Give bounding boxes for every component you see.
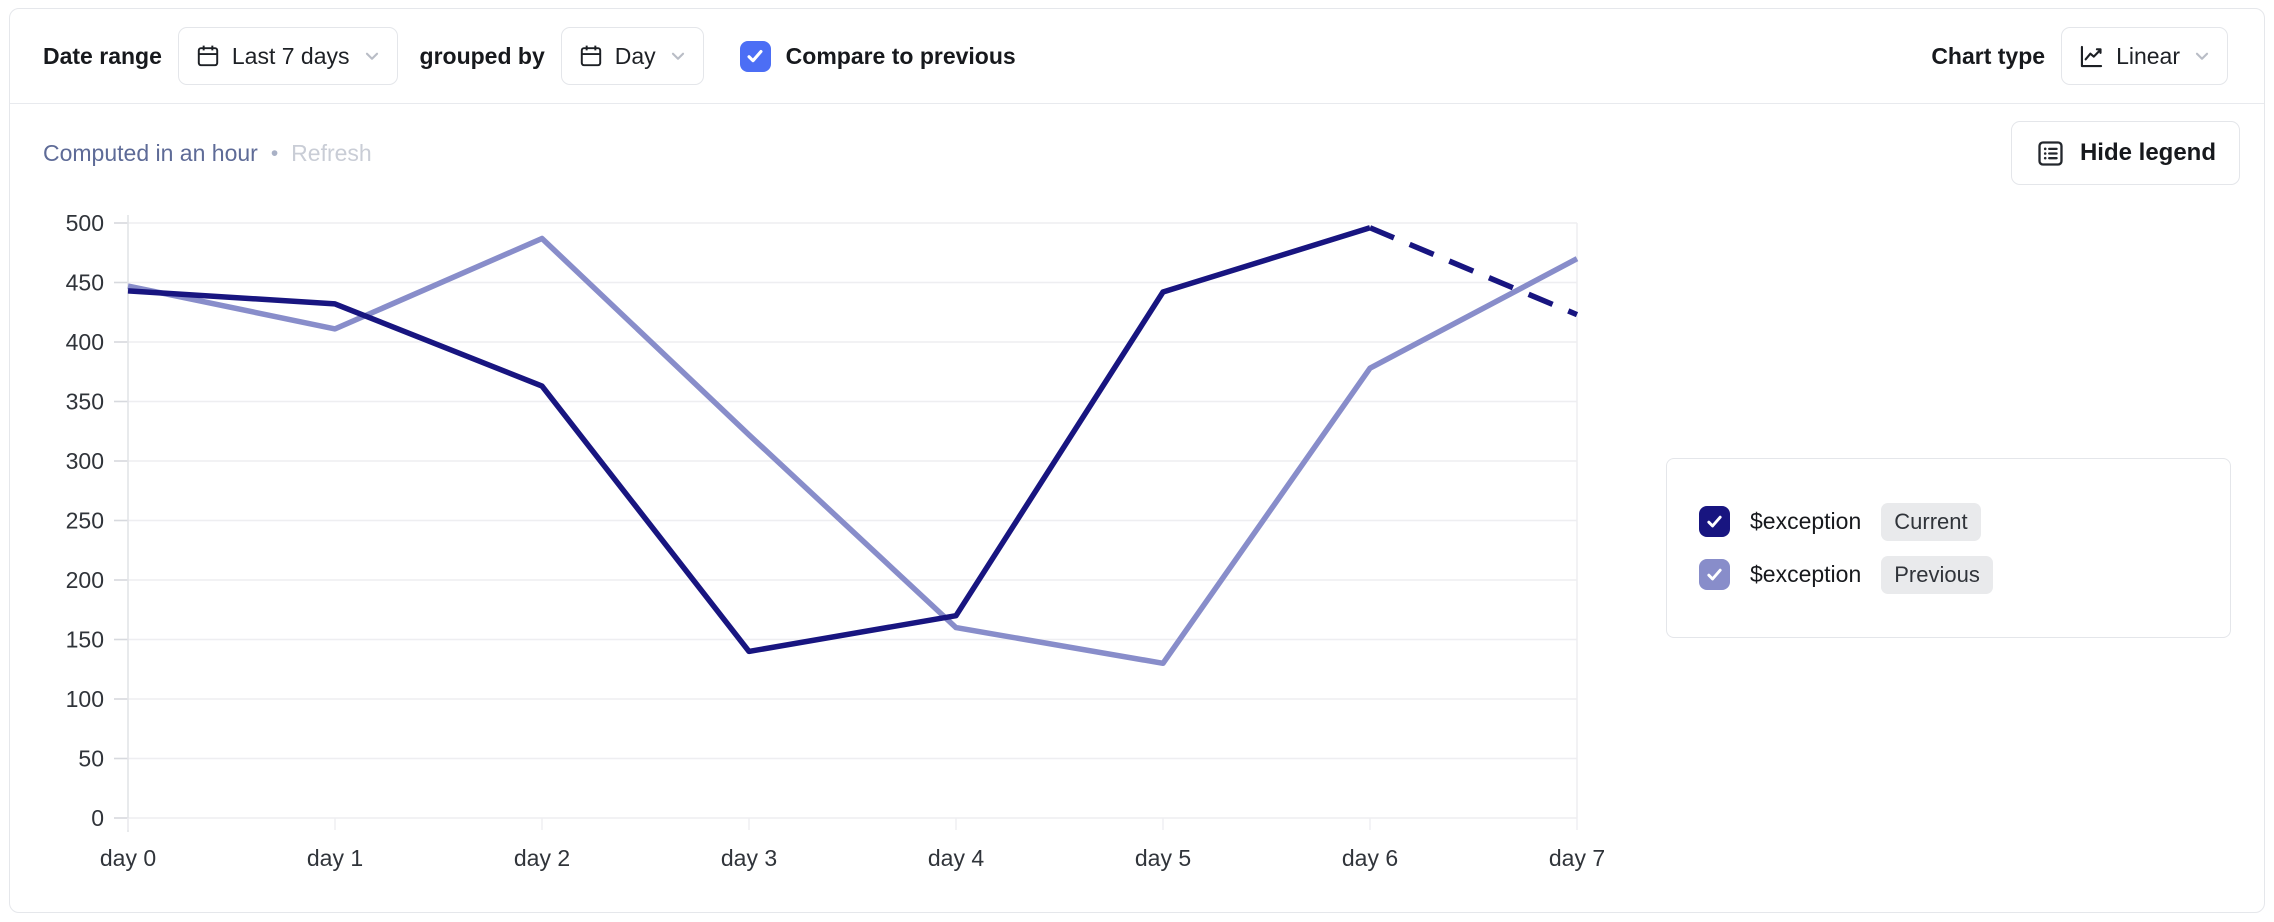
y-axis-tick-label: 0 — [91, 805, 104, 831]
checkmark-icon — [1707, 568, 1722, 581]
x-axis-tick-label: day 0 — [100, 845, 156, 871]
legend-items: $exception Current $exception Previous — [1699, 502, 2230, 594]
series-tag-badge: Previous — [1881, 555, 1993, 594]
legend-item[interactable]: $exception Previous — [1699, 555, 2230, 594]
y-axis-tick-label: 50 — [78, 746, 104, 772]
date-range-dropdown[interactable]: Last 7 days — [177, 27, 398, 85]
date-range-label: Date range — [43, 42, 162, 69]
x-axis-tick-label: day 5 — [1135, 845, 1191, 871]
status-line: Computed in an hour • Refresh — [43, 140, 372, 167]
line-chart-icon — [2080, 45, 2103, 67]
series-line-projection[interactable] — [1368, 225, 1579, 318]
status-separator: • — [270, 141, 279, 165]
chevron-down-icon — [2195, 52, 2209, 60]
interval-value: Day — [614, 42, 656, 69]
list-icon — [2038, 140, 2063, 166]
series-checkbox[interactable] — [1699, 506, 1730, 537]
y-axis-tick-label: 150 — [66, 627, 104, 653]
series-name: $exception — [1750, 508, 1862, 534]
y-axis-tick-label: 200 — [66, 567, 104, 593]
chart-area: Computed in an hour • Refresh Hide legen… — [10, 104, 2264, 912]
interval-dropdown[interactable]: Day — [560, 27, 704, 85]
checkmark-icon — [1707, 515, 1722, 528]
computed-text: Computed in an hour — [43, 140, 258, 166]
y-axis-tick-label: 400 — [66, 329, 104, 355]
compare-label: Compare to previous — [785, 42, 1016, 69]
y-axis-tick-label: 300 — [66, 448, 104, 474]
checkmark-icon — [747, 49, 763, 63]
legend-item[interactable]: $exception Current — [1699, 502, 2230, 541]
x-axis-tick-label: day 6 — [1342, 845, 1398, 871]
chevron-down-icon — [365, 52, 378, 60]
series-line[interactable] — [127, 225, 1371, 655]
chart-type-dropdown[interactable]: Linear — [2061, 27, 2228, 85]
hide-legend-label: Hide legend — [2079, 139, 2216, 166]
x-axis-tick-label: day 4 — [928, 845, 984, 871]
y-axis-tick-label: 250 — [66, 508, 104, 534]
refresh-link[interactable]: Refresh — [291, 140, 372, 166]
x-axis-tick-label: day 2 — [514, 845, 570, 871]
chart-svg[interactable]: 0 50 100 150 200 250 300 350 400 450 500 day 0 day 1… — [10, 104, 2265, 912]
series-name: $exception — [1750, 561, 1862, 587]
x-axis-tick-label: day 1 — [307, 845, 363, 871]
chart-type-value: Linear — [2116, 42, 2180, 69]
chart-type-label: Chart type — [1931, 42, 2046, 69]
series-checkbox[interactable] — [1699, 559, 1730, 590]
y-axis-tick-label: 450 — [66, 270, 104, 296]
calendar-icon — [580, 45, 601, 67]
y-axis-tick-label: 500 — [66, 210, 104, 236]
calendar-icon — [197, 45, 219, 67]
legend-box: $exception Current $exception Previous — [1666, 458, 2231, 638]
x-axis-tick-label: day 7 — [1549, 845, 1605, 871]
date-range-value: Last 7 days — [231, 42, 350, 69]
y-axis-tick-label: 100 — [66, 686, 104, 712]
grouped-by-label: grouped by — [419, 42, 545, 69]
series-tag-badge: Current — [1881, 502, 1981, 541]
compare-checkbox[interactable] — [739, 40, 771, 72]
hide-legend-button[interactable]: Hide legend — [2010, 121, 2240, 185]
insight-card: Date range Last 7 days grouped by Day — [9, 8, 2265, 913]
series-line[interactable] — [127, 235, 1579, 667]
toolbar: Date range Last 7 days grouped by Day — [10, 9, 2264, 104]
chevron-down-icon — [671, 52, 684, 60]
y-axis-tick-label: 350 — [66, 389, 104, 415]
x-axis-tick-label: day 3 — [721, 845, 777, 871]
